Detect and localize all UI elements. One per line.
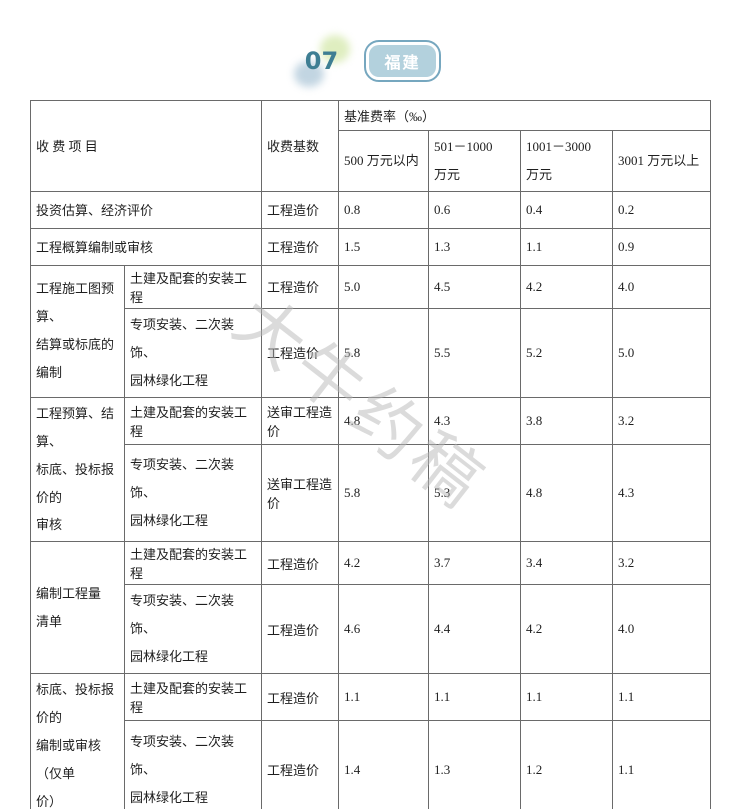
cell-group: 工程预算、结算、 标底、投标报价的 审核	[30, 396, 125, 543]
cell-rate: 4.2	[520, 584, 614, 675]
cell-rate: 0.4	[520, 190, 614, 229]
cell-rate: 1.1	[338, 673, 430, 722]
cell-rate: 5.3	[428, 443, 522, 543]
cell-rate: 4.3	[612, 443, 712, 543]
cell-rate: 4.5	[428, 264, 522, 309]
cell-rate: 3.8	[520, 396, 614, 445]
cell-rate: 3.7	[428, 541, 522, 586]
cell-group: 标底、投标报价的 编制或审核（仅单 价）	[30, 673, 125, 809]
col-header-rate-group: 基准费率（‰）	[338, 100, 712, 131]
cell-sub: 土建及配套的安装工程	[123, 264, 263, 309]
cell-rate: 1.1	[612, 720, 712, 809]
cell-rate: 1.3	[428, 227, 522, 266]
table-row: 工程预算、结算、 标底、投标报价的 审核 土建及配套的安装工程 送审工程造价 4…	[30, 396, 712, 543]
cell-base: 工程造价	[261, 190, 340, 229]
page-header: 07 福建	[0, 35, 739, 87]
cell-base: 送审工程造价	[261, 443, 340, 543]
cell-rate: 5.2	[520, 307, 614, 398]
col-header-item: 收 费 项 目	[29, 100, 263, 192]
table-row: 专项安装、二次装饰、 园林绿化工程 工程造价 5.8 5.5 5.2 5.0	[31, 307, 712, 398]
table-row: 工程概算编制或审核 工程造价 1.5 1.3 1.1 0.9	[29, 227, 712, 266]
cell-group: 编制工程量 清单	[30, 541, 125, 675]
cell-rate: 0.6	[428, 190, 522, 229]
cell-sub: 专项安装、二次装饰、 园林绿化工程	[123, 720, 263, 809]
cell-rate: 4.2	[520, 264, 614, 309]
cell-rate: 1.1	[520, 673, 614, 722]
cell-base: 工程造价	[261, 227, 340, 266]
table-row: 标底、投标报价的 编制或审核（仅单 价） 土建及配套的安装工程 工程造价 1.1…	[30, 673, 712, 809]
cell-rate: 5.0	[338, 264, 430, 309]
cell-rate: 5.8	[338, 307, 430, 398]
cell-rate: 0.9	[612, 227, 712, 266]
col-header-range-2: 501－1000 万元	[428, 130, 522, 192]
col-header-base: 收费基数	[261, 100, 340, 192]
cell-item: 工程概算编制或审核	[29, 227, 263, 266]
cell-rate: 1.1	[428, 673, 522, 722]
cell-base: 工程造价	[261, 720, 340, 809]
blue-glow-decoration	[294, 61, 325, 87]
fee-table: 收 费 项 目 收费基数 基准费率（‰） 500 万元以内 501－1000 万…	[29, 100, 712, 809]
cell-rate: 1.1	[520, 227, 614, 266]
cell-sub: 专项安装、二次装饰、 园林绿化工程	[123, 443, 263, 543]
cell-rate: 3.4	[520, 541, 614, 586]
province-badge: 福建	[364, 40, 441, 82]
fee-table-wrap: 收 费 项 目 收费基数 基准费率（‰） 500 万元以内 501－1000 万…	[29, 100, 712, 809]
section-number: 07	[304, 47, 339, 75]
cell-base: 工程造价	[261, 541, 340, 586]
cell-sub: 土建及配套的安装工程	[123, 396, 263, 445]
green-glow-decoration	[320, 35, 351, 63]
cell-base: 工程造价	[261, 673, 340, 722]
col-header-range-3: 1001－3000 万元	[520, 130, 614, 192]
cell-rate: 1.3	[428, 720, 522, 809]
province-badge-label: 福建	[369, 45, 436, 77]
cell-rate: 4.0	[612, 584, 712, 675]
table-row: 专项安装、二次装饰、 园林绿化工程 工程造价 1.4 1.3 1.2 1.1	[31, 720, 712, 809]
cell-rate: 4.8	[338, 396, 430, 445]
cell-rate: 4.2	[338, 541, 430, 586]
cell-sub: 土建及配套的安装工程	[123, 673, 263, 722]
cell-base: 工程造价	[261, 264, 340, 309]
cell-rate: 1.1	[612, 673, 712, 722]
table-row: 编制工程量 清单 土建及配套的安装工程 工程造价 4.2 3.7 3.4 3.2	[30, 541, 712, 675]
cell-rate: 5.0	[612, 307, 712, 398]
cell-item: 投资估算、经济评价	[29, 190, 263, 229]
cell-rate: 4.6	[338, 584, 430, 675]
cell-rate: 3.2	[612, 541, 712, 586]
cell-rate: 5.8	[338, 443, 430, 543]
col-header-range-4: 3001 万元以上	[612, 130, 712, 192]
cell-rate: 1.5	[338, 227, 430, 266]
cell-rate: 4.0	[612, 264, 712, 309]
cell-rate: 0.8	[338, 190, 430, 229]
cell-rate: 4.4	[428, 584, 522, 675]
cell-group: 工程施工图预算、 结算或标底的编制	[30, 264, 125, 398]
cell-sub: 土建及配套的安装工程	[123, 541, 263, 586]
cell-rate: 1.4	[338, 720, 430, 809]
cell-rate: 3.2	[612, 396, 712, 445]
table-row: 专项安装、二次装饰、 园林绿化工程 工程造价 4.6 4.4 4.2 4.0	[31, 584, 712, 675]
cell-rate: 0.2	[612, 190, 712, 229]
cell-base: 工程造价	[261, 307, 340, 398]
cell-sub: 专项安装、二次装饰、 园林绿化工程	[123, 307, 263, 398]
cell-rate: 4.8	[520, 443, 614, 543]
cell-base: 工程造价	[261, 584, 340, 675]
table-row: 专项安装、二次装饰、 园林绿化工程 送审工程造价 5.8 5.3 4.8 4.3	[31, 443, 712, 543]
cell-rate: 1.2	[520, 720, 614, 809]
cell-base: 送审工程造价	[261, 396, 340, 445]
section-number-wrap: 07	[294, 35, 351, 87]
table-row: 投资估算、经济评价 工程造价 0.8 0.6 0.4 0.2	[29, 190, 712, 229]
cell-sub: 专项安装、二次装饰、 园林绿化工程	[123, 584, 263, 675]
table-row: 工程施工图预算、 结算或标底的编制 土建及配套的安装工程 工程造价 5.0 4.…	[30, 264, 712, 398]
col-header-range-1: 500 万元以内	[338, 130, 430, 192]
cell-rate: 4.3	[428, 396, 522, 445]
cell-rate: 5.5	[428, 307, 522, 398]
